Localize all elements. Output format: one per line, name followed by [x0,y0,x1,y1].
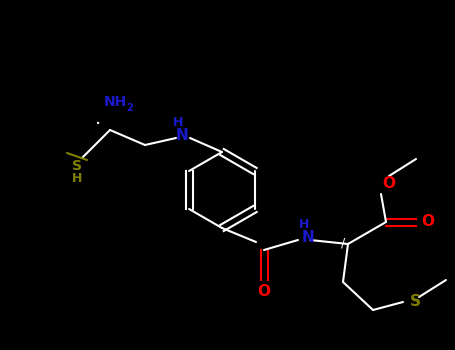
Text: ·: · [95,116,101,134]
Text: /: / [341,236,345,249]
Text: NH: NH [103,95,126,109]
Text: 2: 2 [126,103,133,113]
Text: O: O [421,215,435,230]
Text: S: S [410,294,420,309]
Text: H: H [72,172,82,184]
Text: N: N [302,230,314,245]
Text: O: O [258,285,271,300]
Text: S: S [72,159,82,173]
Text: H: H [299,217,309,231]
Text: H: H [173,116,183,128]
Text: O: O [383,176,395,191]
Text: N: N [176,127,188,142]
